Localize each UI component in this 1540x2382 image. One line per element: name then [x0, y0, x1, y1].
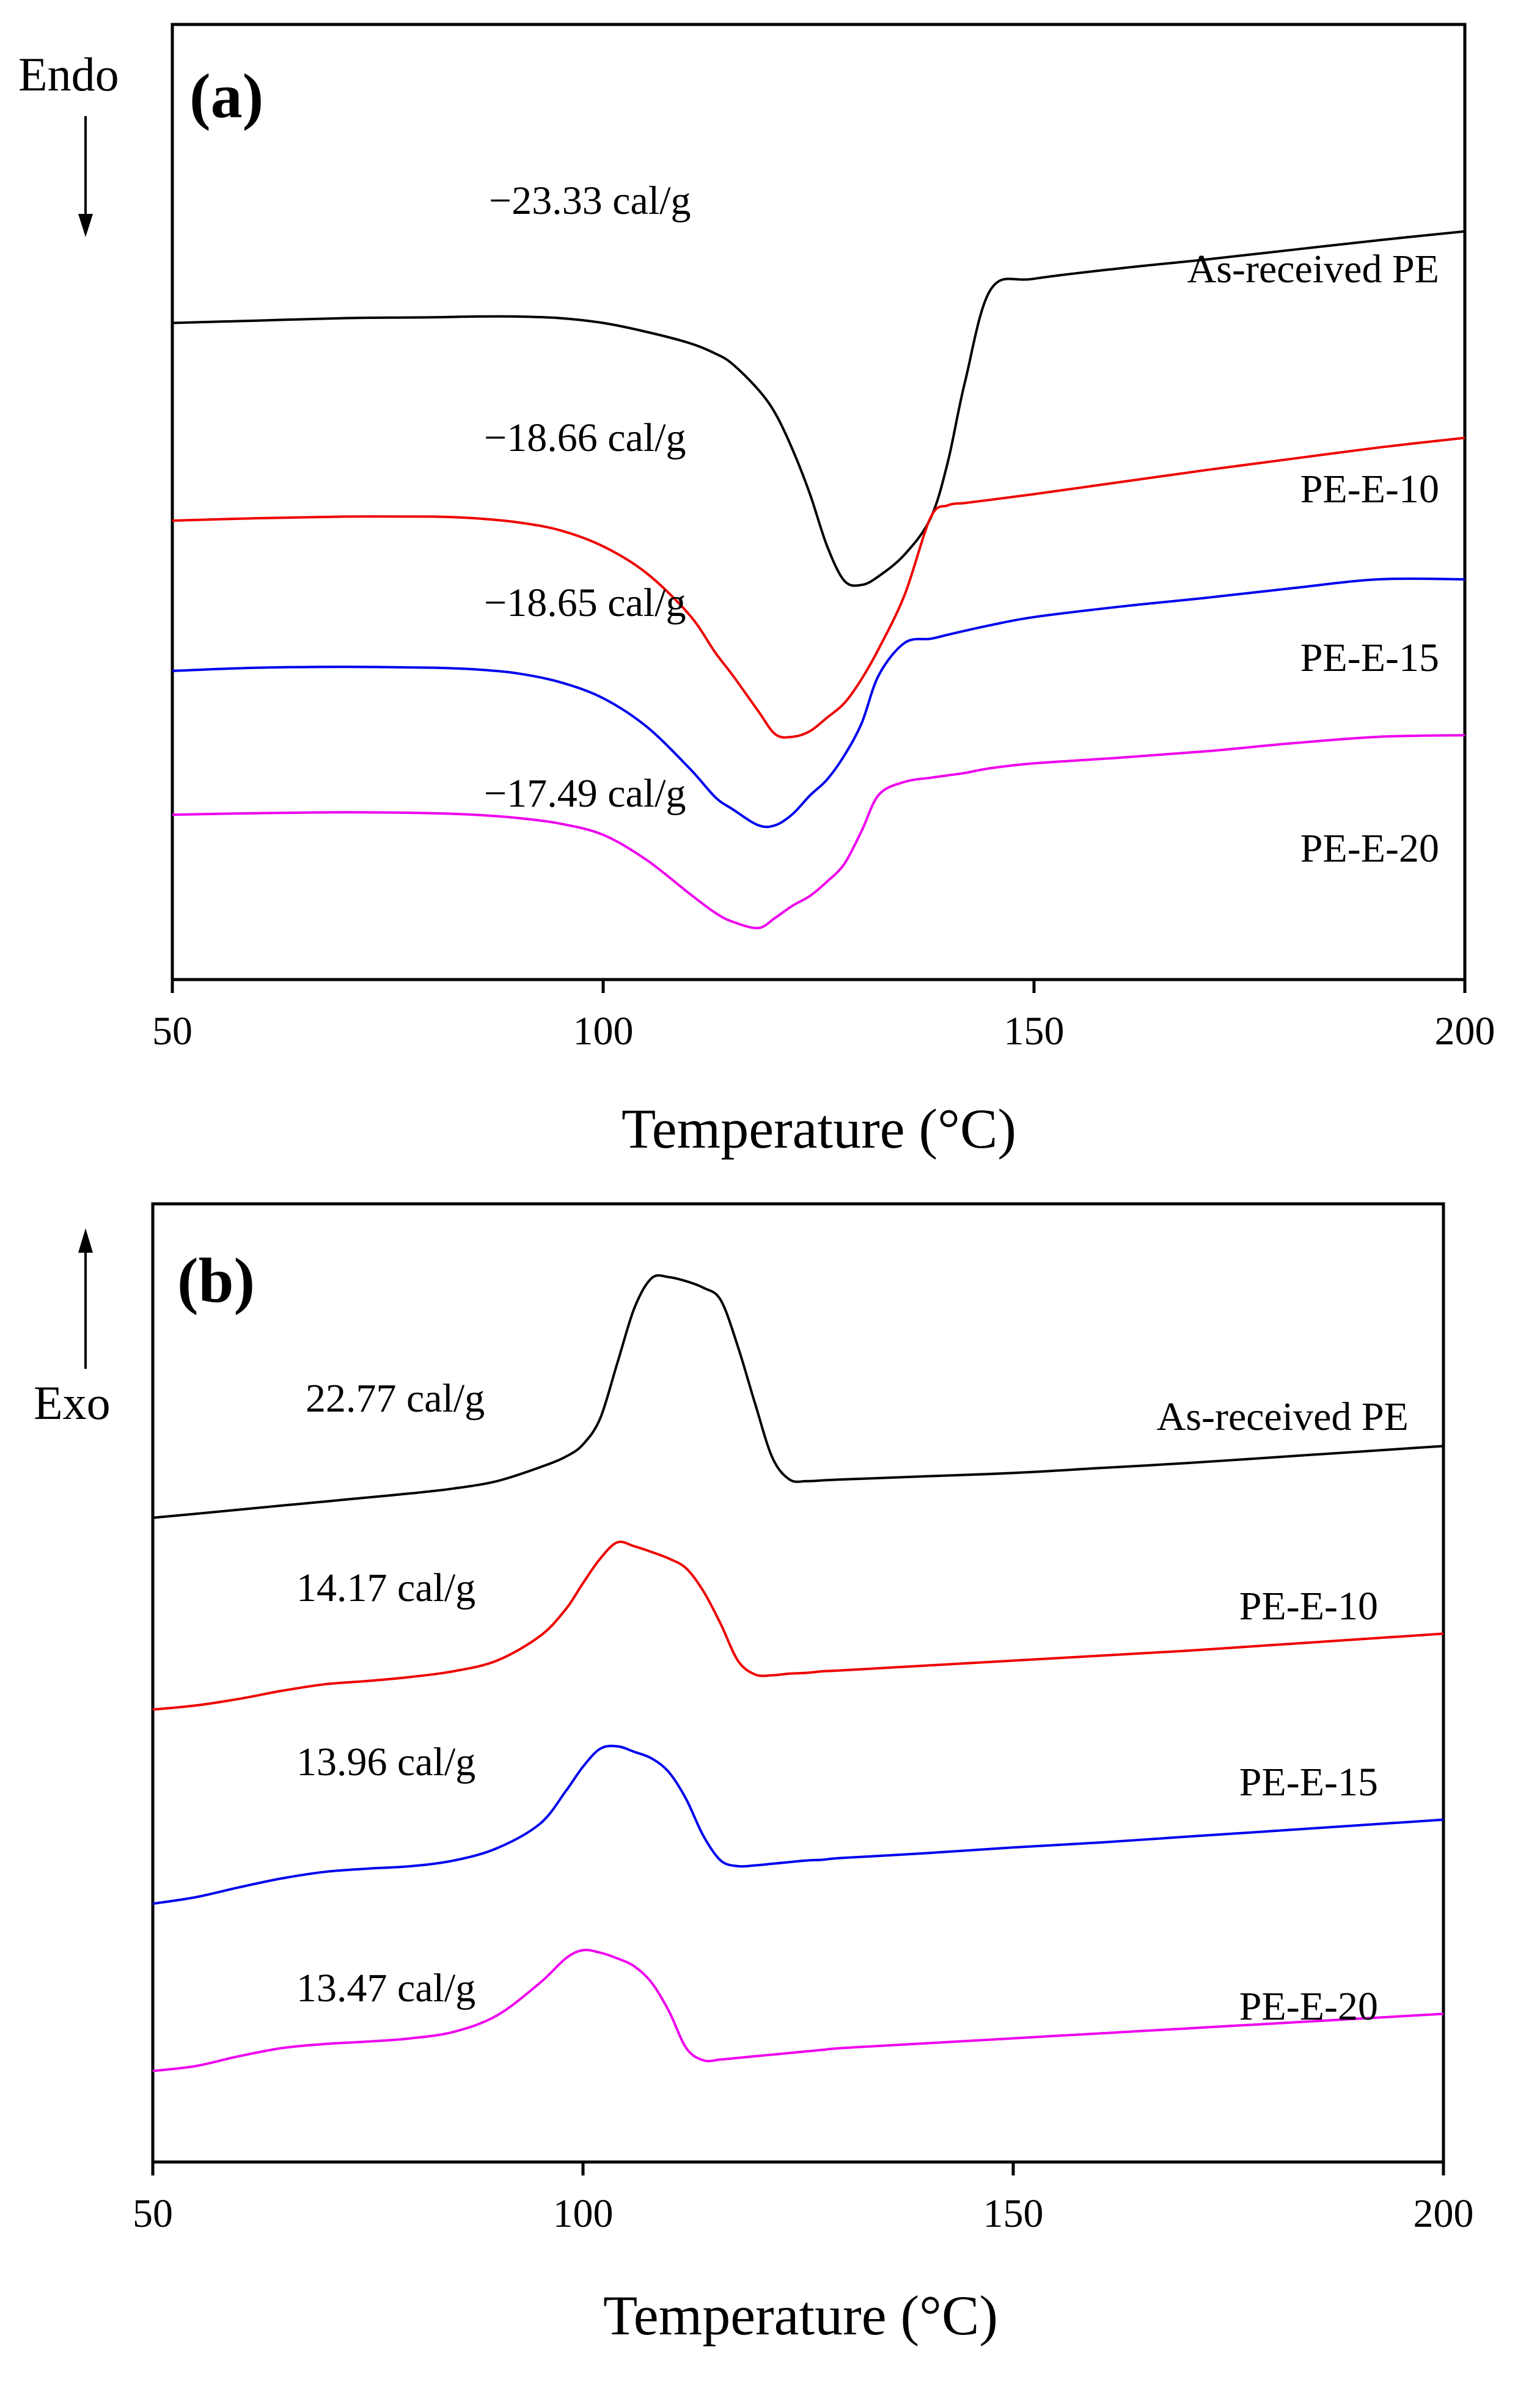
up-arrow-icon [78, 1228, 93, 1369]
panel-a-x-axis-title: Temperature (°C) [622, 1098, 1016, 1160]
panel-a-series-line-pe-e-20 [172, 734, 1465, 929]
panel-a-series-label-pe-e-15: PE-E-15 [1300, 636, 1439, 680]
panel-a-curves [172, 230, 1465, 929]
panel-b-x-axis-title: Temperature (°C) [603, 2284, 998, 2347]
panel-a-x-tick-label: 100 [573, 1009, 634, 1054]
panel-a-direction-label: Endo [18, 48, 119, 101]
panel-a-label: (a) [189, 61, 263, 131]
panel-b-x-tick-label: 200 [1414, 2191, 1474, 2236]
panel-a-x-tick-label: 50 [152, 1009, 193, 1054]
panel-b-enthalpy-pe-e-15: 13.96 cal/g [296, 1740, 475, 1784]
panel-b-enthalpy-pe-e-20: 13.47 cal/g [296, 1966, 475, 2010]
panel-a-series-label-as-received: As-received PE [1187, 247, 1439, 291]
panel-a-series-label-pe-e-20: PE-E-20 [1300, 826, 1439, 871]
panel-b-direction-label: Exo [34, 1376, 111, 1429]
panel-a-series-line-as-received-pe [172, 230, 1465, 587]
panel-b-series-label-pe-e-15: PE-E-15 [1239, 1760, 1378, 1805]
panel-a-enthalpy-pe-e-20: −17.49 cal/g [484, 771, 686, 816]
panel-a-ticks: 50 100 150 200 [152, 980, 1495, 1054]
panel-b-series-label-pe-e-10: PE-E-10 [1239, 1584, 1378, 1629]
panel-b-x-tick-label: 50 [133, 2191, 173, 2236]
panel-b: 50 100 150 200 (b) Exo 22.77 cal/g 14.17 ca… [34, 1202, 1474, 2347]
down-arrow-icon [78, 116, 93, 237]
panel-b-curves [152, 1274, 1444, 2072]
panel-b-x-tick-label: 150 [983, 2191, 1044, 2236]
panel-b-series-line-pe-e-10 [152, 1541, 1444, 1711]
panel-a-series-line-pe-e-15 [172, 577, 1465, 829]
panel-b-series-line-as-received-pe [152, 1274, 1444, 1519]
panel-b-plot-frame [151, 1202, 1445, 2164]
panel-a-enthalpy-as-received: −23.33 cal/g [489, 178, 691, 223]
panel-a-x-tick-label: 150 [1004, 1009, 1065, 1054]
panel-b-series-label-as-received: As-received PE [1157, 1394, 1409, 1439]
panel-b-series-label-pe-e-20: PE-E-20 [1239, 1984, 1378, 2029]
panel-b-series-line-pe-e-20 [152, 1949, 1444, 2072]
panel-a-series-line-pe-e-10 [172, 436, 1465, 739]
panel-a: 50 100 150 200 (a) Endo −23.33 cal/g −18.66… [18, 23, 1495, 1160]
panel-a-x-tick-label: 200 [1435, 1009, 1495, 1054]
panel-b-x-tick-label: 100 [553, 2191, 614, 2236]
panel-b-ticks: 50 100 150 200 [133, 2162, 1474, 2236]
panel-b-label: (b) [177, 1245, 255, 1316]
panel-a-series-label-pe-e-10: PE-E-10 [1300, 467, 1439, 511]
panel-a-enthalpy-pe-e-15: −18.65 cal/g [484, 581, 686, 625]
panel-b-series-line-pe-e-15 [152, 1745, 1444, 1905]
panel-b-enthalpy-pe-e-10: 14.17 cal/g [296, 1566, 475, 1610]
panel-a-plot-frame [170, 23, 1467, 981]
panel-a-enthalpy-pe-e-10: −18.66 cal/g [484, 416, 686, 460]
panel-b-enthalpy-as-received: 22.77 cal/g [306, 1376, 485, 1421]
